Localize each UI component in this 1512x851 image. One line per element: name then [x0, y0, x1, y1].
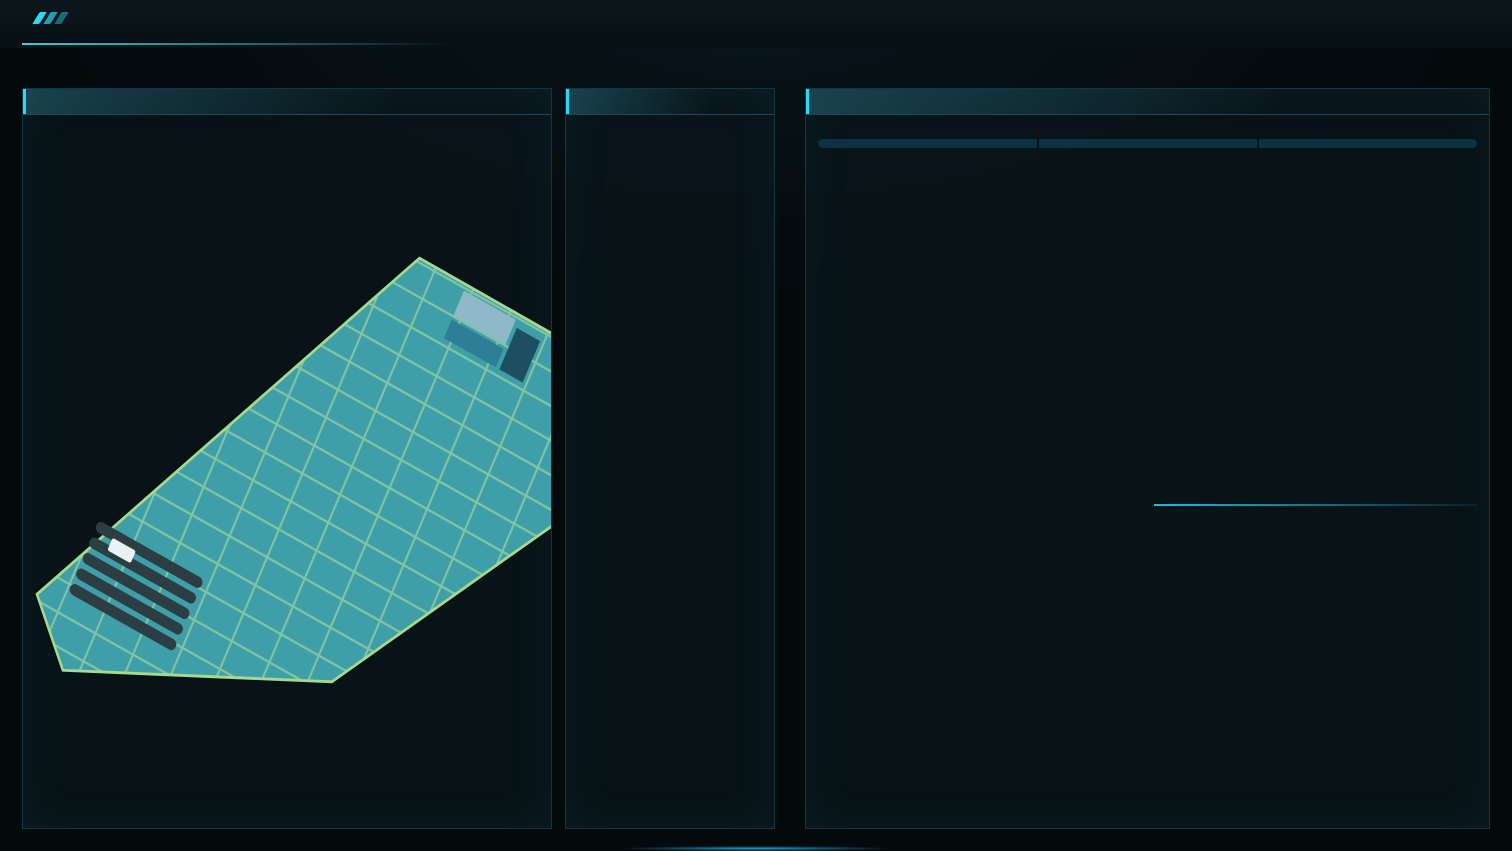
growth-divider — [1037, 139, 1040, 148]
pond-monitor-body — [806, 115, 1489, 828]
title-decoration-slashes — [32, 12, 69, 24]
map-markers-layer — [23, 143, 551, 828]
radar-chart-header — [1154, 184, 1478, 208]
ph-summary-row — [1154, 546, 1478, 568]
ph-best-pair — [1445, 546, 1451, 564]
farm-buildings — [443, 290, 541, 383]
pond-overview-header — [23, 89, 551, 115]
ph-chart-header — [1154, 516, 1478, 540]
panel-pond-overview — [22, 88, 552, 829]
pond-monitor-header — [806, 89, 1489, 115]
ph-line-chart — [1154, 568, 1478, 744]
main-content — [22, 88, 1490, 829]
panel-pond-list — [565, 88, 775, 829]
env-monitor — [818, 184, 1142, 818]
section-divider — [1153, 504, 1477, 506]
env-monitor-header — [818, 184, 1142, 208]
monitor-lower-row — [818, 184, 1477, 818]
ph-current-pair — [1471, 546, 1477, 564]
env-metrics-grid — [818, 214, 1142, 818]
radar-chart — [1154, 214, 1478, 496]
truck — [108, 538, 136, 563]
overview-stats-row — [23, 127, 551, 143]
growth-progress — [818, 139, 1477, 172]
growth-progress-bar — [818, 139, 1477, 148]
growth-stage-labels — [818, 156, 1477, 172]
pond-list-scroll[interactable] — [566, 115, 774, 828]
header — [0, 0, 1512, 48]
growth-divider — [1256, 139, 1259, 148]
panel-pond-monitor — [805, 88, 1490, 829]
farm-map-graphic — [35, 256, 551, 684]
farm-map — [23, 143, 551, 828]
bottom-decoration — [616, 846, 896, 851]
farm-name — [23, 115, 551, 127]
charts-column — [1153, 184, 1478, 818]
farm-outline — [35, 256, 551, 684]
pond-list-header — [566, 89, 774, 115]
